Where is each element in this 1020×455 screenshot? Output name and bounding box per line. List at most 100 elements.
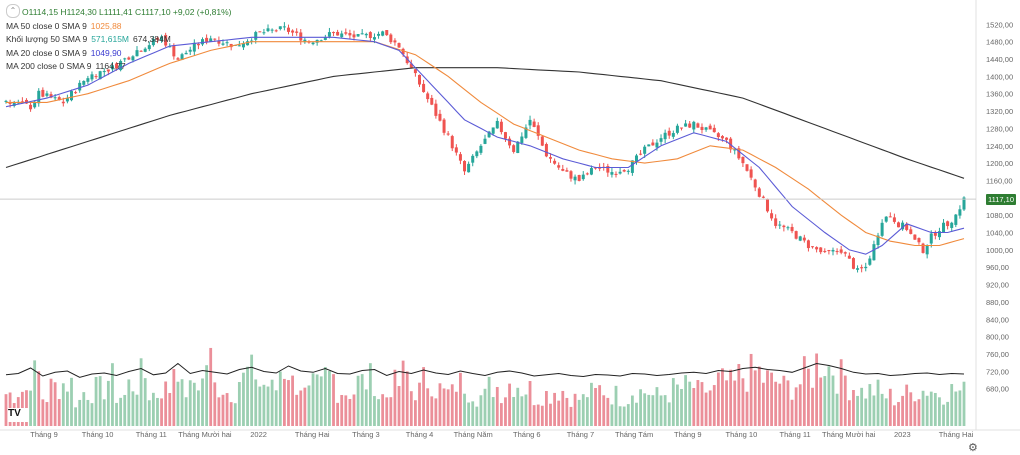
volume-bar bbox=[630, 395, 634, 426]
candle-body bbox=[712, 127, 716, 133]
volume-bar bbox=[442, 388, 446, 426]
volume-bar bbox=[508, 383, 511, 426]
volume-bar bbox=[471, 401, 475, 426]
x-tick-label: Tháng 11 bbox=[779, 430, 810, 439]
volume-bar bbox=[397, 386, 401, 426]
volume-bar bbox=[733, 380, 737, 426]
candle-body bbox=[262, 32, 266, 34]
y-tick-label: 680,00 bbox=[986, 385, 1009, 394]
candle-body bbox=[323, 37, 327, 40]
ma20-value: 1049,90 bbox=[90, 47, 122, 58]
volume-bar bbox=[917, 399, 921, 426]
candle-body bbox=[798, 236, 802, 241]
chevron-icon[interactable]: ⌃ bbox=[6, 4, 20, 18]
volume-bar bbox=[201, 378, 204, 426]
candle-body bbox=[4, 100, 8, 102]
volume-bar bbox=[561, 390, 565, 426]
candle-body bbox=[708, 125, 712, 130]
legend-ma50[interactable]: MA 50 close 0 SMA 9 1025,88 bbox=[6, 20, 122, 31]
x-tick-label: Tháng 11 bbox=[136, 430, 167, 439]
candle-body bbox=[614, 173, 618, 175]
volume-bar bbox=[225, 393, 229, 426]
volume-bar bbox=[655, 387, 659, 426]
volume-bar bbox=[942, 404, 945, 426]
volume-bar bbox=[319, 376, 323, 426]
volume-bar bbox=[594, 387, 597, 426]
volume-bar bbox=[581, 394, 585, 426]
candle-body bbox=[647, 144, 651, 147]
candle-body bbox=[303, 39, 307, 43]
legend-ma200[interactable]: MA 200 close 0 SMA 9 1164,77 bbox=[6, 61, 126, 71]
volume-bar bbox=[246, 366, 249, 426]
x-tick-label: Tháng Hai bbox=[939, 430, 974, 439]
candle-body bbox=[655, 142, 659, 148]
volume-bar bbox=[237, 382, 241, 426]
candle-body bbox=[573, 176, 577, 181]
candle-body bbox=[946, 221, 950, 227]
x-tick-label: Tháng Năm bbox=[454, 430, 493, 439]
volume-bar bbox=[336, 402, 340, 426]
x-tick-label: Tháng Mười hai bbox=[178, 430, 232, 439]
candle-body bbox=[479, 145, 483, 153]
x-tick-label: Tháng 6 bbox=[513, 430, 541, 439]
candle-body bbox=[544, 144, 548, 157]
candle-body bbox=[917, 238, 921, 243]
candle-body bbox=[385, 30, 389, 36]
volume-bar bbox=[688, 381, 692, 426]
candle-body bbox=[737, 148, 741, 159]
volume-bar bbox=[753, 370, 757, 426]
volume-bar bbox=[757, 366, 761, 426]
candle-body bbox=[94, 76, 98, 78]
volume-bar bbox=[278, 371, 282, 426]
y-tick-label: 760,00 bbox=[986, 350, 1009, 359]
volume-bar bbox=[221, 394, 225, 426]
volume-bar bbox=[213, 382, 217, 426]
y-tick-label: 1200,00 bbox=[986, 159, 1013, 168]
volume-bar bbox=[487, 376, 491, 426]
volume-bar bbox=[414, 400, 417, 426]
volume-bar bbox=[123, 394, 127, 426]
volume-bar bbox=[606, 397, 610, 426]
volume-bar bbox=[82, 392, 86, 426]
volume-bar bbox=[749, 353, 753, 426]
volume-bar bbox=[405, 371, 409, 426]
x-tick-label: 2023 bbox=[894, 430, 911, 439]
candle-body bbox=[577, 175, 581, 181]
volume-bar bbox=[827, 366, 831, 426]
candle-body bbox=[278, 26, 282, 30]
candle-body bbox=[610, 172, 614, 175]
volume-bar bbox=[778, 383, 782, 426]
volume-bar bbox=[659, 395, 663, 426]
gear-icon[interactable]: ⚙ bbox=[968, 442, 978, 454]
candle-body bbox=[434, 103, 438, 116]
volume-bar bbox=[303, 387, 307, 426]
candle-body bbox=[884, 216, 888, 222]
volume-bar bbox=[643, 393, 647, 426]
candle-body bbox=[20, 101, 24, 103]
y-tick-label: 840,00 bbox=[986, 315, 1009, 324]
candle-body bbox=[757, 188, 761, 197]
volume-bar bbox=[737, 364, 741, 426]
volume-bar bbox=[418, 382, 421, 426]
x-tick-label: Tháng 9 bbox=[30, 430, 58, 439]
candle-body bbox=[458, 154, 462, 161]
candle-body bbox=[659, 138, 663, 142]
legend-volume[interactable]: Khối lượng 50 SMA 9 571,615M 674,384M bbox=[6, 34, 171, 44]
candle-body bbox=[57, 97, 61, 101]
candle-body bbox=[569, 171, 573, 179]
legend-ma20[interactable]: MA 20 close 0 SMA 9 1049,90 bbox=[6, 47, 122, 58]
volume-bar bbox=[532, 405, 536, 426]
volume-bar bbox=[553, 392, 556, 426]
volume-bar bbox=[143, 378, 147, 426]
candle-body bbox=[815, 247, 819, 250]
candle-body bbox=[471, 155, 475, 163]
candle-body bbox=[139, 50, 143, 52]
candle-body bbox=[651, 142, 655, 146]
volume-bar bbox=[168, 392, 172, 426]
volume-bar bbox=[450, 384, 454, 426]
candle-body bbox=[589, 168, 593, 175]
volume-bar bbox=[192, 382, 196, 426]
volume-bar bbox=[217, 397, 221, 426]
candle-body bbox=[372, 37, 376, 40]
